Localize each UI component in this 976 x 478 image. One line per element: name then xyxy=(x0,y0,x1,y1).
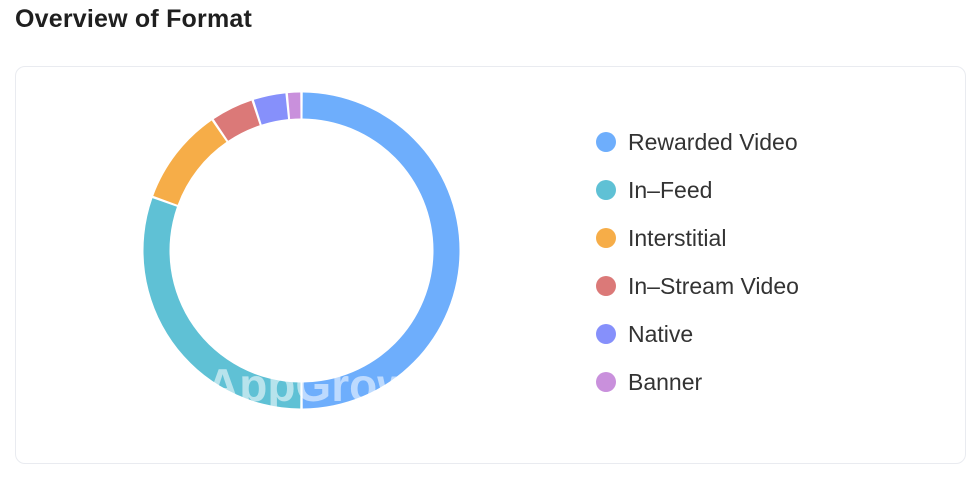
legend-label: In–Feed xyxy=(628,176,713,203)
legend-swatch-in-stream-video xyxy=(596,276,616,296)
legend-label: Native xyxy=(628,320,694,347)
donut-slices xyxy=(143,92,460,409)
slice-interstitial[interactable] xyxy=(153,120,227,205)
legend-item-in-feed[interactable]: In–Feed xyxy=(596,176,799,203)
legend-swatch-native xyxy=(596,324,616,344)
slice-rewarded-video[interactable] xyxy=(302,92,460,409)
legend-item-banner[interactable]: Banner xyxy=(596,368,799,395)
legend-label: Banner xyxy=(628,368,703,395)
slice-native[interactable] xyxy=(253,93,289,125)
legend-item-native[interactable]: Native xyxy=(596,320,799,347)
legend-swatch-rewarded-video xyxy=(596,132,616,152)
donut-chart: AppGrowing xyxy=(143,92,482,411)
slice-in-feed[interactable] xyxy=(143,198,301,409)
legend-item-rewarded-video[interactable]: Rewarded Video xyxy=(596,128,799,155)
legend-item-interstitial[interactable]: Interstitial xyxy=(596,224,799,251)
format-chart-card: AppGrowing Rewarded Video In–Feed Inters… xyxy=(15,66,966,464)
legend-swatch-in-feed xyxy=(596,180,616,200)
legend-item-in-stream-video[interactable]: In–Stream Video xyxy=(596,272,799,299)
legend-label: Interstitial xyxy=(628,224,727,251)
legend-label: In–Stream Video xyxy=(628,272,799,299)
watermark-text: AppGrowing xyxy=(206,359,482,411)
legend-swatch-interstitial xyxy=(596,228,616,248)
legend-swatch-banner xyxy=(596,372,616,392)
legend-label: Rewarded Video xyxy=(628,128,798,155)
section-title: Overview of Format xyxy=(15,5,252,33)
slice-banner[interactable] xyxy=(287,92,301,119)
slice-in-stream-video[interactable] xyxy=(213,100,260,141)
chart-legend: Rewarded Video In–Feed Interstitial In–S… xyxy=(596,128,799,418)
